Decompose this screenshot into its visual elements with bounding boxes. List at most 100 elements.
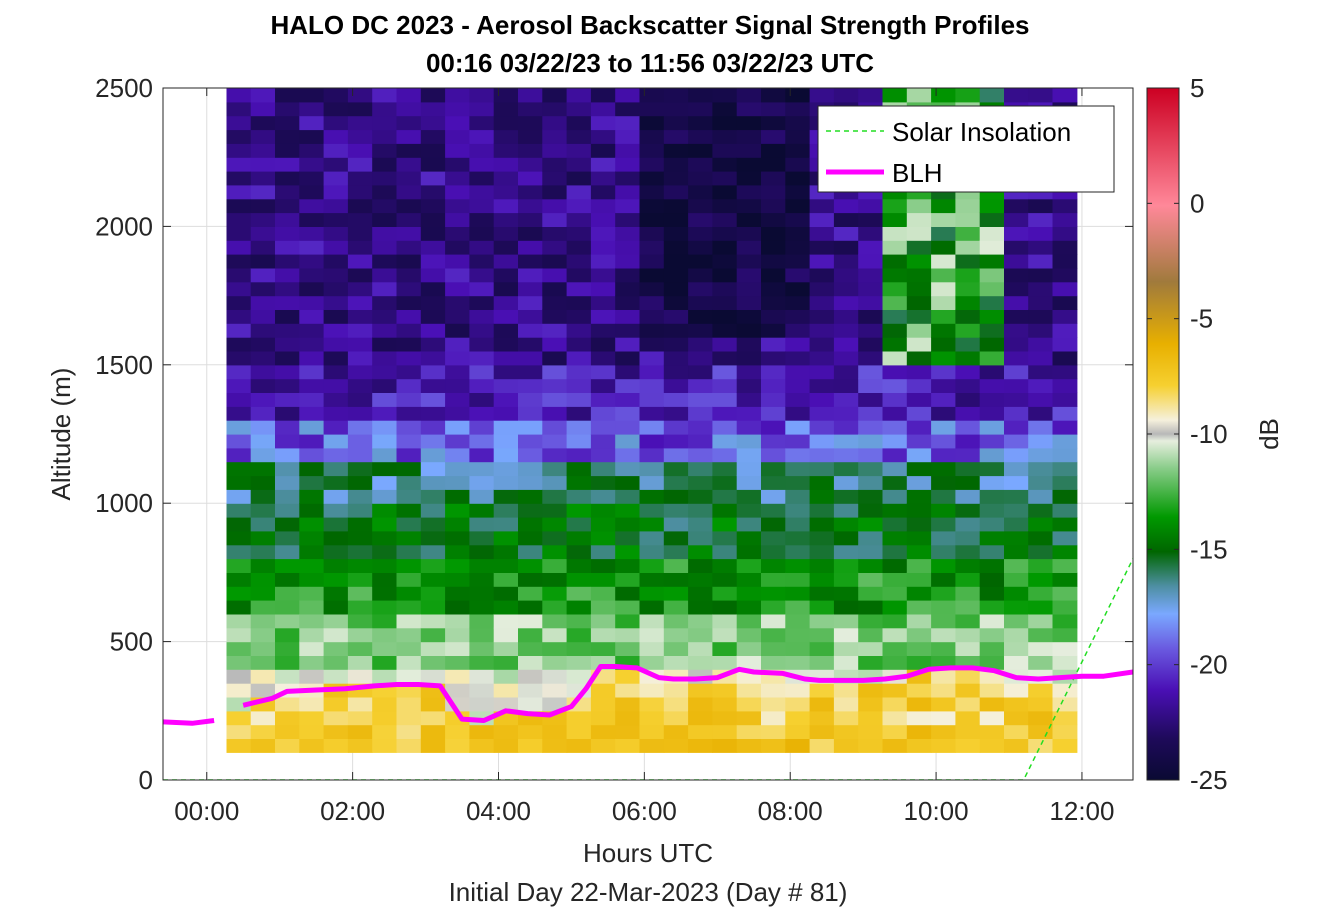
heatmap-cell [688,115,713,131]
heatmap-cell [833,655,859,670]
heatmap-cell [347,88,373,103]
heatmap-cell [1052,544,1078,560]
heatmap-cell [833,600,859,615]
heatmap-cell [712,143,738,158]
heatmap-cell [275,475,300,490]
heatmap-cell [445,669,470,684]
heatmap-cell [979,517,1005,532]
x-tick-label: 04:00 [466,796,531,826]
heatmap-cell [833,226,859,241]
heatmap-cell [955,447,981,463]
heatmap-cell [445,627,470,643]
heatmap-cell [736,212,762,227]
heatmap-cell [469,115,495,131]
heatmap-cell [372,406,398,421]
heatmap-cell [323,489,349,504]
heatmap-cell [518,434,543,449]
heatmap-cell [566,627,592,643]
heatmap-cell [761,447,786,463]
heatmap-cell [1028,420,1054,435]
heatmap-cell [566,738,592,753]
heatmap-cell [542,434,568,449]
heatmap-cell [615,710,641,726]
heatmap-cell [590,226,616,241]
heatmap-cell [590,697,616,712]
heatmap-cell [615,530,641,546]
heatmap-cell [979,558,1005,573]
heatmap-cell [1052,378,1078,393]
heatmap-cell [1052,697,1078,712]
heatmap-cell [347,212,373,227]
heatmap-cell [226,655,252,670]
heatmap-cell [372,323,398,338]
heatmap-cell [590,710,616,726]
heatmap-cell [372,613,398,629]
heatmap-cell [518,420,543,435]
heatmap-cell [833,378,859,393]
heatmap-cell [1052,475,1078,490]
heatmap-cell [372,641,398,656]
heatmap-cell [761,364,786,380]
heatmap-cell [1028,212,1054,227]
heatmap-cell [639,738,665,753]
heatmap-cell [688,157,713,172]
heatmap-cell [809,655,835,670]
heatmap-cell [688,406,713,421]
heatmap-cell [226,738,252,753]
heatmap-cell [1028,600,1054,615]
heatmap-cell [590,434,616,449]
heatmap-cell [809,461,835,477]
heatmap-cell [858,226,884,241]
heatmap-cell [882,88,908,103]
heatmap-cell [955,309,981,324]
heatmap-cell [1004,267,1029,283]
heatmap-cell [542,738,568,753]
heatmap-cell [663,157,689,172]
heatmap-cell [761,143,786,158]
heatmap-cell [955,738,981,753]
heatmap-cell [323,627,349,643]
heatmap-cell [469,434,495,449]
heatmap-cell [761,184,786,200]
heatmap-cell [372,697,398,712]
heatmap-cell [226,669,252,684]
heatmap-cell [347,115,373,131]
heatmap-cell [882,572,908,587]
heatmap-cell [858,337,884,352]
heatmap-cell [736,364,762,380]
heatmap-cell [250,295,276,310]
heatmap-cell [736,378,762,393]
heatmap-cell [323,710,349,726]
heatmap-cell [663,434,689,449]
heatmap-cell [396,240,422,255]
heatmap-cell [420,309,446,324]
heatmap-cell [688,88,713,103]
heatmap-cell [931,267,956,283]
heatmap-cell [955,392,981,407]
heatmap-cell [712,697,738,712]
heatmap-cell [396,101,422,117]
heatmap-cell [712,627,738,643]
heatmap-cell [396,572,422,587]
heatmap-cell [396,226,422,241]
heatmap-cell [1004,226,1029,241]
heatmap-cell [906,461,932,477]
heatmap-cell [566,143,592,158]
heatmap-cell [566,447,592,463]
heatmap-cell [833,323,859,338]
heatmap-cell [1028,530,1054,546]
heatmap-cell [542,351,568,366]
heatmap-cell [979,434,1005,449]
heatmap-cell [226,143,252,158]
heatmap-cell [833,406,859,421]
heatmap-cell [712,240,738,255]
heatmap-cell [615,392,641,407]
heatmap-cell [615,697,641,712]
heatmap-cell [639,572,665,587]
heatmap-cell [688,710,713,726]
heatmap-cell [1004,627,1029,643]
heatmap-cell [663,101,689,117]
heatmap-cell [833,530,859,546]
heatmap-cell [615,364,641,380]
heatmap-cell [858,240,884,255]
